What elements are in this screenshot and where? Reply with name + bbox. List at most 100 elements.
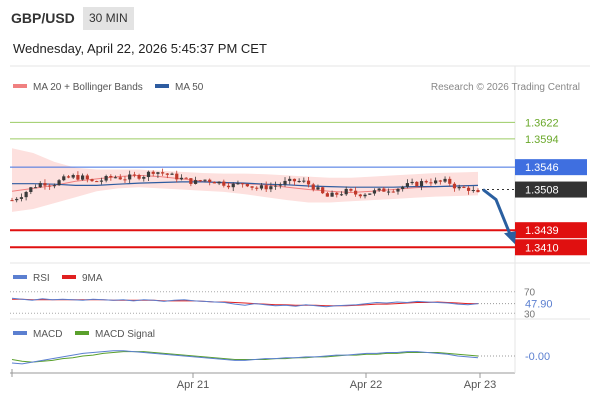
rsi-value-label: 47.90 bbox=[525, 299, 553, 311]
candle-up bbox=[236, 183, 240, 185]
candle-down bbox=[10, 200, 14, 202]
forecast-arrow-line bbox=[482, 188, 512, 235]
time-axis: Apr 21 Apr 22 Apr 23 bbox=[11, 369, 496, 391]
candle-up bbox=[38, 183, 42, 188]
candle-up bbox=[278, 184, 282, 186]
candle-up bbox=[443, 178, 447, 182]
candle-down bbox=[462, 186, 466, 188]
candle-down bbox=[165, 173, 169, 175]
legend-bollinger-swatch bbox=[13, 84, 27, 88]
candle-up bbox=[104, 175, 108, 181]
candle-down bbox=[241, 183, 245, 185]
macd-value-label: -0.00 bbox=[525, 351, 550, 363]
legend-rsi-ma-swatch bbox=[62, 275, 76, 279]
candle-up bbox=[33, 187, 38, 189]
candle-up bbox=[62, 176, 66, 181]
candle-up bbox=[128, 174, 132, 180]
candle-up bbox=[283, 180, 287, 185]
level-label-box-support bbox=[515, 239, 587, 256]
rsi-level-label: 70 bbox=[524, 288, 536, 299]
time-tick-label: Apr 23 bbox=[464, 379, 496, 391]
candle-up bbox=[316, 187, 320, 190]
candle-down bbox=[311, 184, 315, 190]
candle-down bbox=[226, 185, 231, 188]
level-label-box-support bbox=[515, 222, 587, 239]
candle-down bbox=[354, 190, 358, 195]
candle-down bbox=[118, 177, 122, 180]
candle-up bbox=[339, 194, 344, 196]
candle-down bbox=[90, 179, 94, 182]
candle-up bbox=[297, 180, 301, 182]
candle-up bbox=[217, 181, 221, 184]
legend-macd-signal-label: MACD Signal bbox=[95, 329, 155, 340]
candle-up bbox=[24, 191, 28, 198]
candle-down bbox=[48, 185, 52, 187]
macd-signal-line bbox=[11, 351, 479, 363]
candle-down bbox=[438, 180, 442, 182]
level-label-resistance: 1.3594 bbox=[525, 134, 559, 146]
candle-up bbox=[471, 190, 475, 192]
candle-down bbox=[391, 191, 395, 193]
candle-down bbox=[452, 183, 457, 189]
time-tick-label: Apr 22 bbox=[350, 379, 382, 391]
candle-up bbox=[330, 192, 334, 197]
candle-up bbox=[146, 171, 151, 178]
legend-macd-swatch bbox=[13, 331, 27, 335]
level-label-box-pivot bbox=[515, 159, 587, 176]
candle-down bbox=[466, 187, 471, 191]
candle-down bbox=[161, 172, 165, 174]
candle-down bbox=[255, 187, 259, 189]
candle-up bbox=[170, 173, 174, 175]
candle-down bbox=[382, 188, 386, 192]
candle-up bbox=[457, 186, 461, 189]
candle-down bbox=[123, 179, 127, 181]
legend-ma50-label: MA 50 bbox=[175, 82, 204, 93]
legend-ma50-swatch bbox=[155, 84, 169, 88]
candle-up bbox=[231, 183, 235, 188]
candle-up bbox=[142, 177, 146, 179]
candle-up bbox=[203, 179, 207, 181]
candle-down bbox=[321, 187, 325, 194]
candle-up bbox=[193, 180, 198, 184]
candle-up bbox=[401, 186, 405, 189]
candle-up bbox=[269, 186, 273, 190]
candle-down bbox=[76, 175, 80, 180]
candle-up bbox=[396, 188, 400, 192]
candle-up bbox=[113, 177, 118, 179]
legend-macd-label: MACD bbox=[33, 329, 62, 340]
candle-down bbox=[335, 192, 339, 195]
candle-up bbox=[273, 185, 278, 187]
candle-up bbox=[259, 185, 264, 189]
candle-up bbox=[377, 188, 381, 191]
candle-up bbox=[288, 178, 292, 181]
ma50-line bbox=[12, 181, 479, 188]
candle-down bbox=[95, 181, 99, 183]
credit-label: Research © 2026 Trading Central bbox=[431, 82, 580, 93]
candle-down bbox=[292, 178, 297, 182]
rsi-level-label: 30 bbox=[524, 309, 536, 320]
candle-down bbox=[264, 185, 268, 190]
candle-up bbox=[302, 180, 306, 182]
symbol-title: GBP/USD bbox=[11, 10, 75, 26]
legend-rsi-label: RSI bbox=[33, 273, 50, 284]
time-tick-label: Apr 21 bbox=[177, 379, 209, 391]
forecast-arrow-head bbox=[504, 231, 516, 245]
level-label-support: 1.3410 bbox=[525, 242, 559, 254]
candle-up bbox=[179, 177, 184, 180]
candle-down bbox=[198, 180, 202, 182]
candle-down bbox=[184, 177, 188, 179]
candle-down bbox=[189, 178, 193, 184]
candle-up bbox=[372, 190, 377, 194]
level-label-current: 1.3508 bbox=[525, 185, 559, 197]
candle-down bbox=[151, 171, 155, 174]
legend-bollinger-label: MA 20 + Bollinger Bands bbox=[33, 82, 143, 93]
candle-down bbox=[222, 181, 226, 186]
timeframe-badge[interactable]: 30 MIN bbox=[83, 7, 134, 30]
candle-up bbox=[99, 180, 104, 182]
candle-down bbox=[208, 179, 212, 183]
price-plot: 1.3622 1.3594 1.3546 1.3508 1.3439 1.3410 bbox=[10, 117, 587, 256]
candle-up bbox=[71, 175, 75, 178]
candle-down bbox=[85, 175, 89, 180]
